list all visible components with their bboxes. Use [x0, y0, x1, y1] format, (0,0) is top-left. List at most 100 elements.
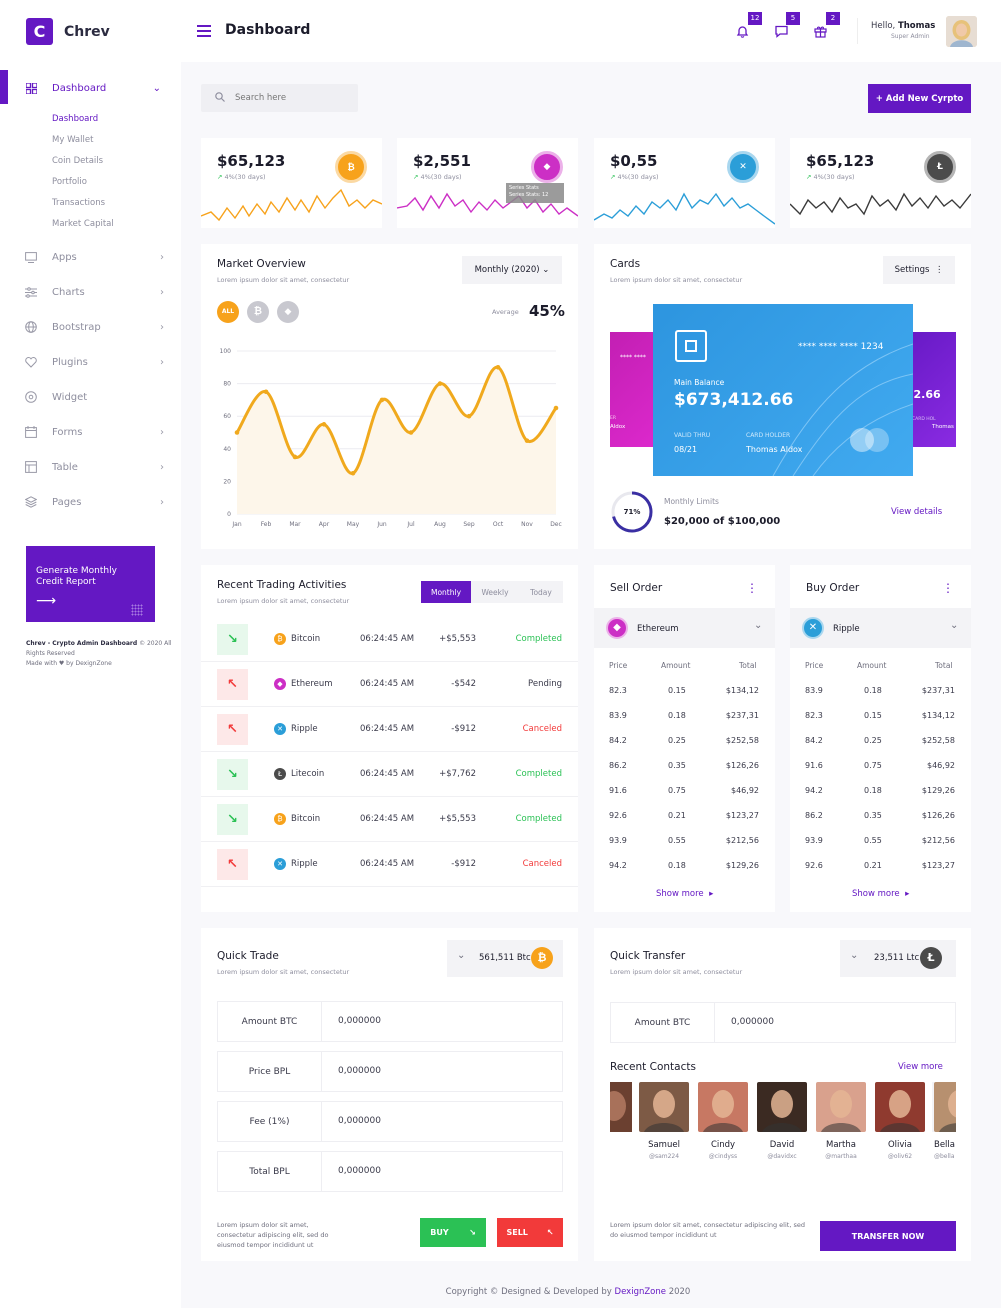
field-value[interactable]: 0,000000 [338, 1116, 381, 1126]
submenu-coin-details[interactable]: Coin Details [52, 156, 104, 166]
contact-avatar[interactable] [934, 1082, 956, 1132]
contact-avatar[interactable] [875, 1082, 925, 1132]
brand-name[interactable]: Chrev [64, 24, 110, 40]
submenu-transactions[interactable]: Transactions [52, 198, 106, 208]
data-point[interactable] [553, 405, 559, 411]
table-row[interactable]: ↖ ✕ Ripple 06:24:45 AM -$912 Canceled [201, 707, 578, 752]
table-row[interactable]: ↘ Ł Litecoin 06:24:45 AM +$7,762 Completed [201, 752, 578, 797]
contact-item[interactable]: Bella @bella [934, 1082, 956, 1160]
buy-coin-select[interactable]: ✕ Ripple ⌄ [790, 608, 971, 648]
sell-coin-select[interactable]: ◆ Ethereum ⌄ [594, 608, 775, 648]
submenu-my-wallet[interactable]: My Wallet [52, 135, 94, 145]
buy-button[interactable]: BUY ↘ [420, 1218, 486, 1247]
more-vertical-icon[interactable]: ⋮ [746, 581, 758, 595]
btc-balance-select[interactable]: ⌄ 561,511 Btc ₿ [447, 940, 563, 977]
sidebar-item-apps[interactable]: Apps › [24, 248, 164, 266]
search-input[interactable] [235, 93, 345, 103]
credit-card-main[interactable]: **** **** **** 1234 Main Balance $673,41… [653, 304, 913, 476]
contact-avatar[interactable] [757, 1082, 807, 1132]
search-bar[interactable] [201, 84, 358, 112]
contact-item[interactable]: Martha @marthaa [816, 1082, 866, 1160]
fee-field[interactable]: Fee (1%) 0,000000 [217, 1101, 563, 1142]
table-row[interactable]: ↘ ₿ Bitcoin 06:24:45 AM +$5,553 Completed [201, 617, 578, 662]
coin-label: Bitcoin [291, 634, 321, 644]
contact-item[interactable]: Olivia @oliv62 [875, 1082, 925, 1160]
sidebar-item-plugins[interactable]: Plugins › [24, 353, 164, 371]
submenu-market-capital[interactable]: Market Capital [52, 219, 114, 229]
order-price: 93.9 [805, 836, 823, 845]
submenu-portfolio[interactable]: Portfolio [52, 177, 87, 187]
more-vertical-icon[interactable]: ⋮ [942, 581, 954, 595]
user-avatar[interactable] [946, 16, 977, 47]
data-point[interactable] [350, 470, 356, 476]
data-point[interactable] [379, 397, 385, 403]
transfer-amount-field[interactable]: Amount BTC 0,000000 [610, 1002, 956, 1043]
transfer-now-button[interactable]: TRANSFER NOW [820, 1221, 956, 1251]
tab-today[interactable]: Today [530, 587, 552, 597]
contact-item[interactable]: Samuel @sam224 [639, 1082, 689, 1160]
promo-card[interactable]: Generate Monthly Credit Report ⟶ [26, 546, 155, 622]
data-point[interactable] [408, 430, 414, 435]
total-bpl-field[interactable]: Total BPL 0,000000 [217, 1151, 563, 1192]
gift-icon[interactable] [811, 22, 829, 40]
buy-show-more[interactable]: Show more ▸ [852, 889, 909, 899]
ltc-balance-select[interactable]: ⌄ 23,511 Ltc Ł [840, 940, 956, 977]
sell-button[interactable]: SELL ↖ [497, 1218, 563, 1247]
price-bpl-field[interactable]: Price BPL 0,000000 [217, 1051, 563, 1092]
copyright-text: Copyright © Designed & Developed by [445, 1287, 612, 1297]
field-value[interactable]: 0,000000 [338, 1166, 381, 1176]
data-point[interactable] [524, 438, 530, 443]
field-value[interactable]: 0,000000 [338, 1066, 381, 1076]
sidebar-item-bootstrap[interactable]: Bootstrap › [24, 318, 164, 336]
filter-bitcoin[interactable]: ₿ [247, 301, 269, 323]
data-point[interactable] [321, 422, 327, 427]
data-point[interactable] [263, 389, 269, 395]
sell-show-more[interactable]: Show more ▸ [656, 889, 713, 899]
sidebar-item-forms[interactable]: Forms › [24, 423, 164, 441]
sidebar-item-table[interactable]: Table › [24, 458, 164, 476]
data-point[interactable] [292, 454, 298, 460]
view-more-link[interactable]: View more [898, 1062, 943, 1072]
bell-icon[interactable] [733, 22, 751, 40]
chat-icon[interactable] [772, 22, 790, 40]
period-dropdown[interactable]: Monthly (2020) ⌄ [462, 256, 562, 284]
sidebar-item-pages[interactable]: Pages › [24, 493, 164, 511]
average-value: 45% [529, 302, 565, 320]
tab-monthly[interactable]: Monthly [421, 581, 471, 603]
amount-btc-field[interactable]: Amount BTC 0,000000 [217, 1001, 563, 1042]
data-point[interactable] [466, 413, 472, 419]
order-total: $46,92 [927, 761, 955, 770]
field-value[interactable]: 0,000000 [731, 1017, 774, 1027]
data-point[interactable] [234, 430, 240, 435]
copyright-brand[interactable]: DexignZone [614, 1287, 666, 1297]
contact-item[interactable]: David @davidxc [757, 1082, 807, 1160]
sidebar-item-widget[interactable]: Widget [24, 388, 164, 406]
data-point[interactable] [437, 381, 443, 386]
sidebar-item-dashboard[interactable]: Dashboard ⌄ [24, 79, 164, 97]
data-point[interactable] [495, 365, 501, 370]
filter-all[interactable]: ALL [217, 301, 239, 323]
footer-title: Chrev - Crypto Admin Dashboard [26, 640, 138, 647]
user-name: Thomas [897, 21, 936, 31]
contact-item[interactable]: Cindy @cindyss [698, 1082, 748, 1160]
submenu-dashboard[interactable]: Dashboard [52, 114, 99, 124]
logo-icon[interactable]: C [26, 18, 53, 45]
contact-partial[interactable] [610, 1082, 632, 1132]
filter-ethereum[interactable]: ◆ [277, 301, 299, 323]
menu-toggle-icon[interactable] [197, 25, 211, 37]
table-row[interactable]: ↖ ✕ Ripple 06:24:45 AM -$912 Canceled [201, 842, 578, 887]
settings-button[interactable]: Settings ⋮ [883, 256, 955, 284]
field-value[interactable]: 0,000000 [338, 1016, 381, 1026]
sidebar-item-charts[interactable]: Charts › [24, 283, 164, 301]
add-crypto-button[interactable]: + Add New Cyrpto [868, 84, 971, 113]
tab-weekly[interactable]: Weekly [481, 587, 509, 597]
contact-avatar[interactable] [816, 1082, 866, 1132]
table-row[interactable]: ↘ ₿ Bitcoin 06:24:45 AM +$5,553 Completed [201, 797, 578, 842]
table-row[interactable]: ↖ ◆ Ethereum 06:24:45 AM -$542 Pending [201, 662, 578, 707]
hello-prefix: Hello, [871, 21, 896, 31]
view-details-link[interactable]: View details [891, 507, 943, 517]
contact-avatar[interactable] [698, 1082, 748, 1132]
arrow-right-icon[interactable]: ⟶ [36, 593, 57, 609]
market-overview-card: Market Overview Lorem ipsum dolor sit am… [201, 244, 578, 549]
contact-avatar[interactable] [639, 1082, 689, 1132]
